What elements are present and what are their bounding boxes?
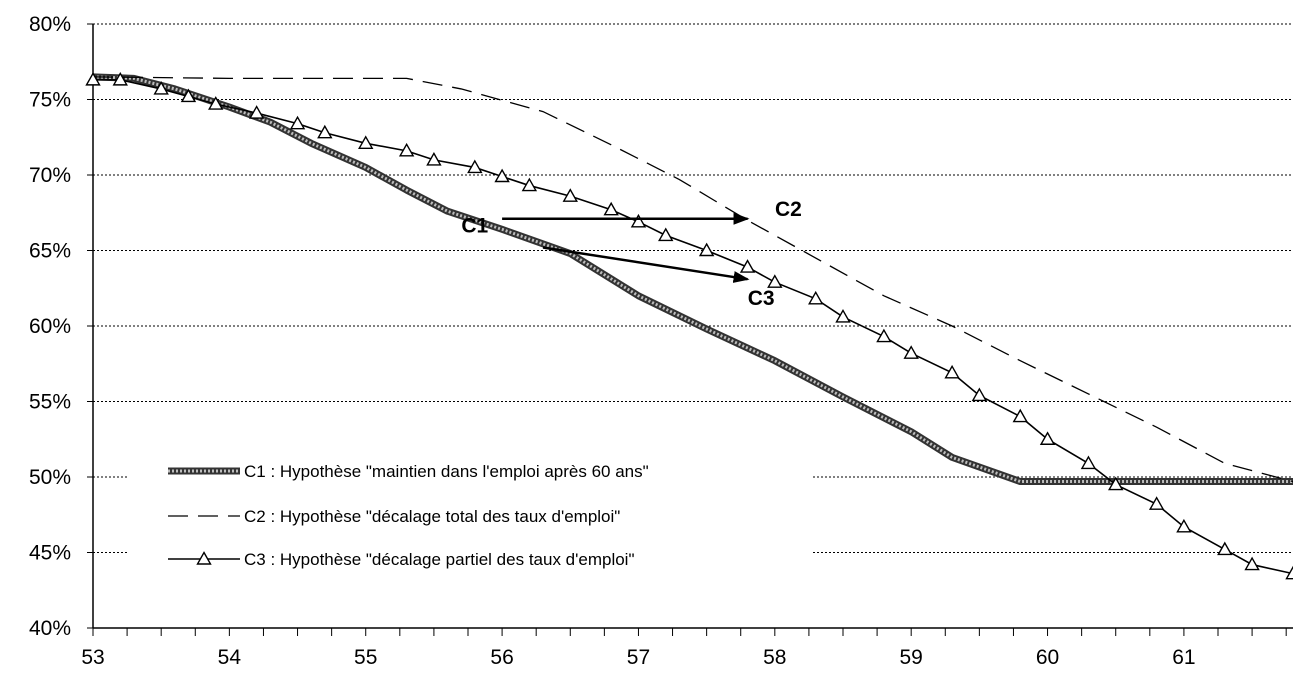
x-tick-label: 58 <box>763 646 786 669</box>
series-c3-point <box>808 290 824 305</box>
series-c3-point <box>767 274 783 288</box>
series-c3-point <box>398 142 415 157</box>
series-c3-point <box>248 105 265 119</box>
y-tick-label: 60% <box>29 315 71 338</box>
series-c3-point <box>180 88 197 103</box>
series-c3-point <box>112 71 128 86</box>
legend-c2-label: C2 : Hypothèse "décalage total des taux … <box>244 507 620 526</box>
x-tick-label: 54 <box>218 646 242 669</box>
series-c3-point <box>1148 496 1165 510</box>
series-c3-point <box>944 364 960 379</box>
annotation-arrow-2 <box>542 246 750 283</box>
series-c3-point <box>494 168 510 183</box>
series-c3-point <box>289 115 306 130</box>
series-c3-point <box>1176 518 1192 533</box>
series-c1-line-outer <box>92 73 1293 486</box>
legend-c1-label: C1 : Hypothèse "maintien dans l'emploi a… <box>244 462 649 481</box>
y-tick-label: 80% <box>29 13 71 36</box>
y-tick-label: 70% <box>29 164 71 187</box>
legend-c3-label: C3 : Hypothèse "décalage partiel des tau… <box>244 550 635 569</box>
legend-c3-marker <box>196 551 212 565</box>
series-c3-point <box>698 242 715 257</box>
series-c3-point <box>467 159 483 174</box>
y-tick-label: 55% <box>29 391 71 414</box>
series-c3-point <box>739 259 756 273</box>
x-tick-label: 60 <box>1036 646 1059 669</box>
series-c3-point <box>603 201 619 216</box>
series-c3-point <box>903 345 919 359</box>
series-c2-line <box>92 76 1293 483</box>
annotation-label-c2: C2 <box>775 198 802 221</box>
series-c3-point <box>658 227 674 242</box>
series-c3-point <box>208 96 224 110</box>
annotations: C1 C2 C3 <box>461 198 801 310</box>
series-c3-point <box>1012 408 1028 423</box>
series-c3-point <box>1217 541 1233 556</box>
x-tick-label: 53 <box>81 646 104 669</box>
x-tick-label: 59 <box>900 646 923 669</box>
series-c3-point <box>426 151 442 166</box>
series-c1-line-inner <box>92 75 1293 484</box>
series-c3-point <box>1039 431 1056 445</box>
series-layer <box>85 71 1293 580</box>
annotation-label-c1: C1 <box>461 214 488 237</box>
series-c3-point <box>317 124 333 139</box>
series-c3-point <box>358 135 374 149</box>
series-c3-point <box>562 188 578 202</box>
y-tick-label: 65% <box>29 240 71 263</box>
series-c3-point <box>1244 556 1260 571</box>
y-tick-label: 40% <box>29 617 71 640</box>
series-c3-point <box>521 177 538 192</box>
y-tick-label: 75% <box>29 89 71 112</box>
legend-box <box>128 447 811 582</box>
x-tick-label: 56 <box>490 646 513 669</box>
series-c3-point <box>835 309 851 323</box>
x-tick-label: 55 <box>354 646 377 669</box>
series-c3-point <box>971 387 988 402</box>
series-c3-point <box>1108 476 1124 491</box>
series-c3-point <box>1285 565 1293 580</box>
series-c3-point <box>1080 455 1097 470</box>
axes: 40% 45% 50% 55% 60% 65% 70% 75% 80% 53 54 55 56 57 58 5… <box>29 13 1293 669</box>
y-tick-label: 45% <box>29 542 71 565</box>
series-c3-point <box>85 71 101 86</box>
y-tick-label: 50% <box>29 466 71 489</box>
x-tick-label: 61 <box>1172 646 1195 669</box>
series-c3-point <box>876 328 892 343</box>
x-tick-label: 57 <box>627 646 650 669</box>
series-c3-point <box>630 213 647 228</box>
series-c3-point <box>153 81 169 95</box>
legend: C1 : Hypothèse "maintien dans l'emploi a… <box>128 447 811 582</box>
annotation-label-c3: C3 <box>748 287 775 310</box>
